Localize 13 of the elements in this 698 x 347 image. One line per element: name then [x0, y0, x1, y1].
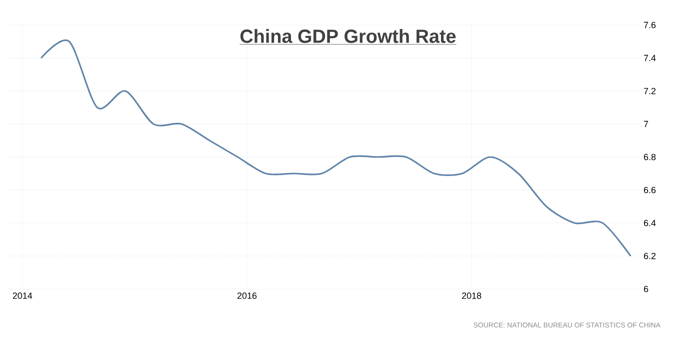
x-tick-label: 2016	[237, 292, 257, 299]
y-tick-label: 7	[644, 120, 648, 128]
chart-title: China GDP Growth Rate	[240, 29, 456, 43]
y-tick-label: 7.2	[644, 88, 656, 94]
y-tick-label: 6.4	[644, 220, 656, 226]
y-tick-label: 6.8	[644, 154, 656, 160]
x-tick-label: 2018	[462, 292, 482, 299]
y-tick-label: 6.2	[644, 252, 656, 260]
y-tick-label: 6.6	[644, 186, 656, 194]
y-tick-label: 7.4	[644, 54, 656, 62]
y-tick-label: 6	[644, 286, 648, 292]
x-tick-label: 2014	[12, 292, 32, 299]
y-tick-label: 7.6	[644, 22, 656, 28]
